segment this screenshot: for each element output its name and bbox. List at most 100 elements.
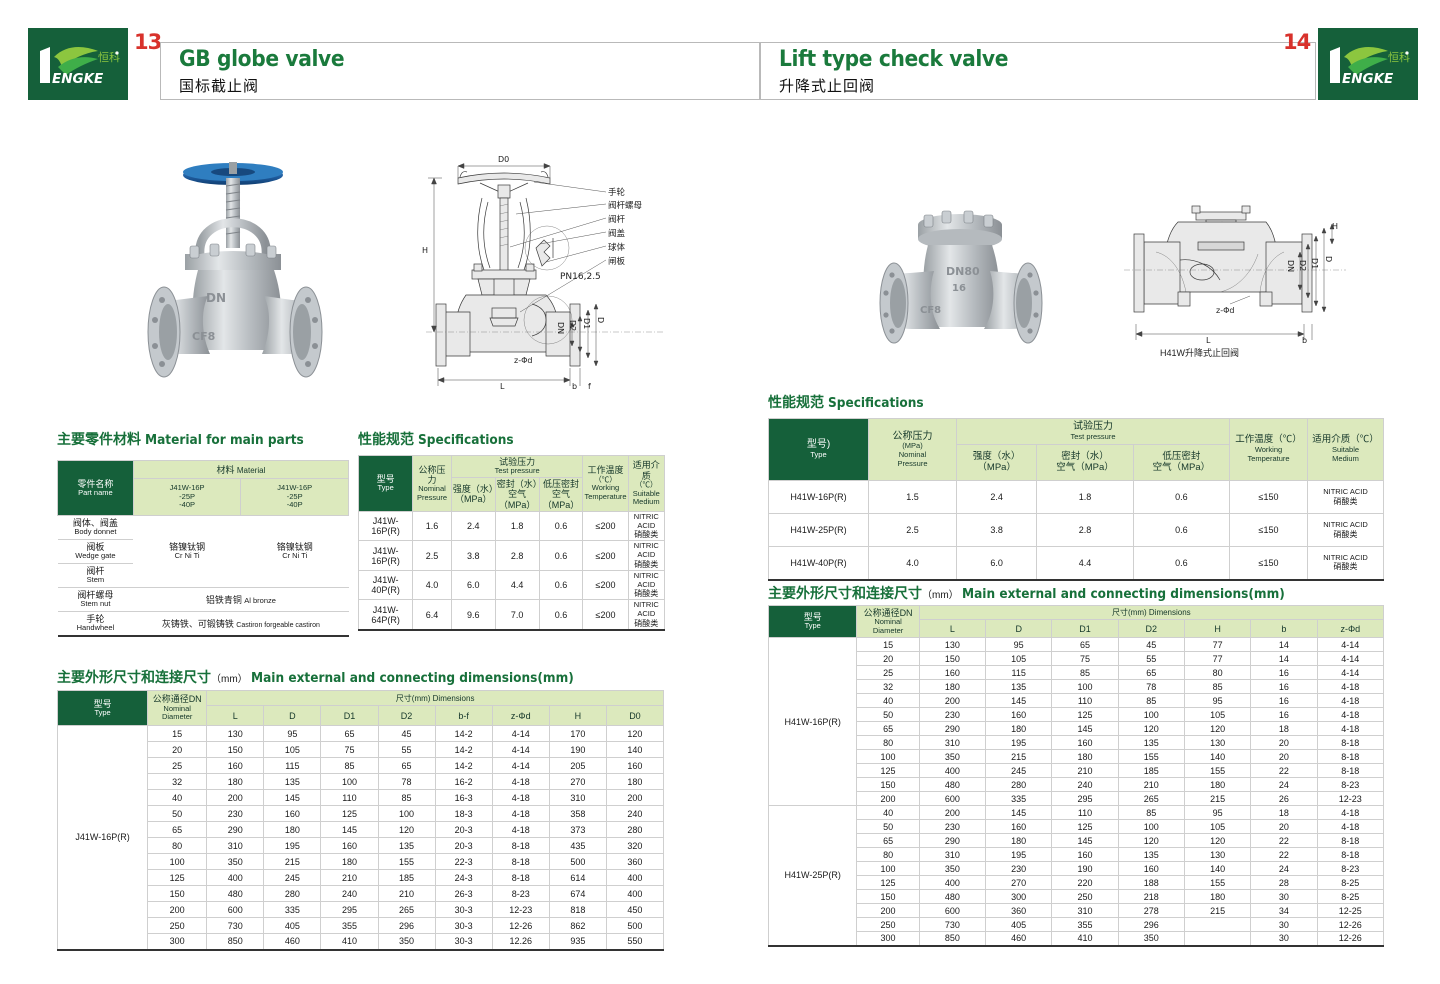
dim-value: 155: [1183, 875, 1252, 890]
dim-type-value: H41W-16P(R): [767, 637, 858, 806]
dim-value: 100: [377, 805, 436, 822]
table-row: H41W-40P(R) 4.0 6.0 4.4 0.6 ≤150 NITRIC ACID 硝酸…: [768, 546, 1384, 581]
table-row: 80 310 195 160 135 20-3 8-18 435 320: [58, 837, 665, 854]
page-title-en-left: GB globe valve: [179, 47, 345, 72]
dim-value: 16-3: [434, 789, 493, 806]
dim-value: 150: [206, 741, 265, 758]
spec-medium-value: NITRIC ACID 硝酸类: [1307, 513, 1384, 547]
spec-work-cn: 工作温度: [587, 465, 624, 476]
spec-strength-value: 3.8: [955, 513, 1038, 547]
dim-value: [1183, 917, 1252, 932]
dim-value: 115: [985, 665, 1053, 680]
spec-type-en: Type: [377, 483, 394, 493]
dim-value: 210: [320, 869, 379, 886]
dim-dn-en2: Diameter: [872, 625, 904, 635]
spec-medium-en2: Medium: [1332, 453, 1359, 463]
dim-value: 818: [548, 901, 607, 918]
dim-value: 310: [918, 735, 987, 750]
dim-value: 30: [1250, 917, 1318, 932]
dim-dn-value: 100: [147, 853, 208, 870]
spec-type-en: Type: [810, 449, 827, 459]
spec-work-en2: Temperature: [1247, 453, 1290, 463]
dim-value: 290: [918, 721, 987, 736]
table-row: 50 230 160 125 100 18-3 4-18 358 240: [58, 805, 665, 822]
dim-dn-en1: Nominal: [163, 703, 191, 713]
material-col2-l1: J41W-16P: [277, 483, 313, 493]
part-name-cn: 阀杆螺母: [77, 589, 114, 600]
spec-test-en: Test pressure: [1070, 431, 1116, 441]
spec-work-cn: 工作温度（℃）: [1235, 434, 1302, 446]
dim-value: 80: [1183, 665, 1252, 680]
spec-seal-value: 7.0: [494, 599, 540, 631]
dim-value: 358: [548, 805, 607, 822]
spec-test-cn: 试验压力: [499, 457, 536, 467]
dim-value: 405: [263, 917, 322, 934]
table-row: J41W-16P(R) 2.5 3.8 2.8 0.6 ≤200 NITRIC ACID 硝酸…: [357, 540, 666, 571]
material-table: 零件名称 Part name 材料 Material J41W-16P -25P…: [57, 460, 350, 637]
dim-value: 20: [1250, 735, 1318, 750]
dim-col-header: b: [1250, 619, 1318, 638]
dim-value: 230: [206, 805, 265, 822]
dim-value: 215: [985, 749, 1053, 764]
dim-value: 130: [206, 725, 265, 742]
dim-value: 450: [605, 901, 665, 918]
material-header-en: Material: [236, 466, 266, 475]
dim-value: 188: [1117, 875, 1185, 890]
dim-b-label: b: [1302, 336, 1308, 345]
dim-value: 600: [918, 903, 987, 918]
dim-left-title: 主要外形尺寸和连接尺寸（mm） Main external and connec…: [57, 667, 610, 687]
dim-value: 460: [985, 931, 1053, 947]
dim-value: 120: [377, 821, 436, 838]
dim-value: 373: [548, 821, 607, 838]
spec-temperature-value: ≤200: [582, 599, 629, 631]
callout-stem: 阀杆: [608, 214, 626, 224]
dim-value: 100: [1051, 679, 1119, 694]
spec-temperature-value: ≤200: [582, 510, 629, 542]
material-span-en: Al bronze: [244, 595, 276, 605]
dim-value: 180: [985, 721, 1053, 736]
dim-value: 16-2: [434, 773, 493, 790]
dim-value: 4-18: [1316, 819, 1385, 834]
dim-value: 674: [548, 885, 607, 902]
part-name-en: Stem nut: [80, 599, 111, 609]
part-name-en: Stem: [86, 575, 105, 585]
dim-dn-value: 25: [856, 665, 920, 680]
table-row: 80 310 195 160 135 130 22 8-18: [769, 847, 1385, 862]
dim-value: 400: [605, 885, 665, 902]
spec-nominal-en1: Nominal: [418, 484, 446, 494]
spec-type-cn: 型号): [806, 439, 831, 451]
svg-text:恒科: 恒科: [1388, 50, 1410, 64]
dim-value: 20-3: [434, 837, 493, 854]
dim-value: 145: [985, 805, 1053, 820]
svg-text:恒科: 恒科: [98, 50, 120, 64]
spec-lowp-unit: 空气（MPa）: [1152, 461, 1211, 473]
dim-value: 155: [1183, 763, 1252, 778]
dim-value: 145: [985, 693, 1053, 708]
dim-dims-header: 尺寸(mm) Dimensions: [206, 689, 664, 707]
dim-f-label: f: [588, 382, 591, 391]
dim-type-value: H41W-25P(R): [767, 805, 858, 947]
table-row: 80 310 195 160 135 130 20 8-18: [769, 735, 1385, 750]
dim-value: 14: [1250, 651, 1318, 666]
dim-value: 12.26: [491, 933, 550, 951]
dim-value: 296: [377, 917, 436, 934]
svg-text:CF8: CF8: [192, 330, 215, 343]
dim-value: 65: [377, 757, 436, 774]
dim-value: 500: [605, 917, 665, 934]
spec-seal-value: 1.8: [1036, 480, 1134, 514]
dim-value: 180: [320, 853, 379, 870]
dim-value: 12-25: [1316, 903, 1385, 918]
page-title-en-right: Lift type check valve: [779, 47, 1009, 72]
material-col2-l3: -40P: [286, 500, 303, 510]
dim-value: 85: [377, 789, 436, 806]
dim-value: 12-26: [1316, 917, 1385, 932]
material-part-cn: 零件名称: [77, 478, 114, 489]
spec-temperature-value: ≤200: [582, 569, 629, 601]
table-row: 手轮 Handwheel 灰铸铁、可锻铸铁 Castiron forgeable…: [57, 610, 349, 637]
dim-value: 145: [1051, 721, 1119, 736]
dim-d-label: D: [1324, 256, 1333, 263]
table-row: 100 350 215 180 155 22-3 8-18 500 360: [58, 853, 665, 870]
dim-value: 14-2: [434, 725, 493, 742]
dim-col-header: D1: [320, 705, 379, 726]
dim-value: 18: [1250, 805, 1318, 820]
